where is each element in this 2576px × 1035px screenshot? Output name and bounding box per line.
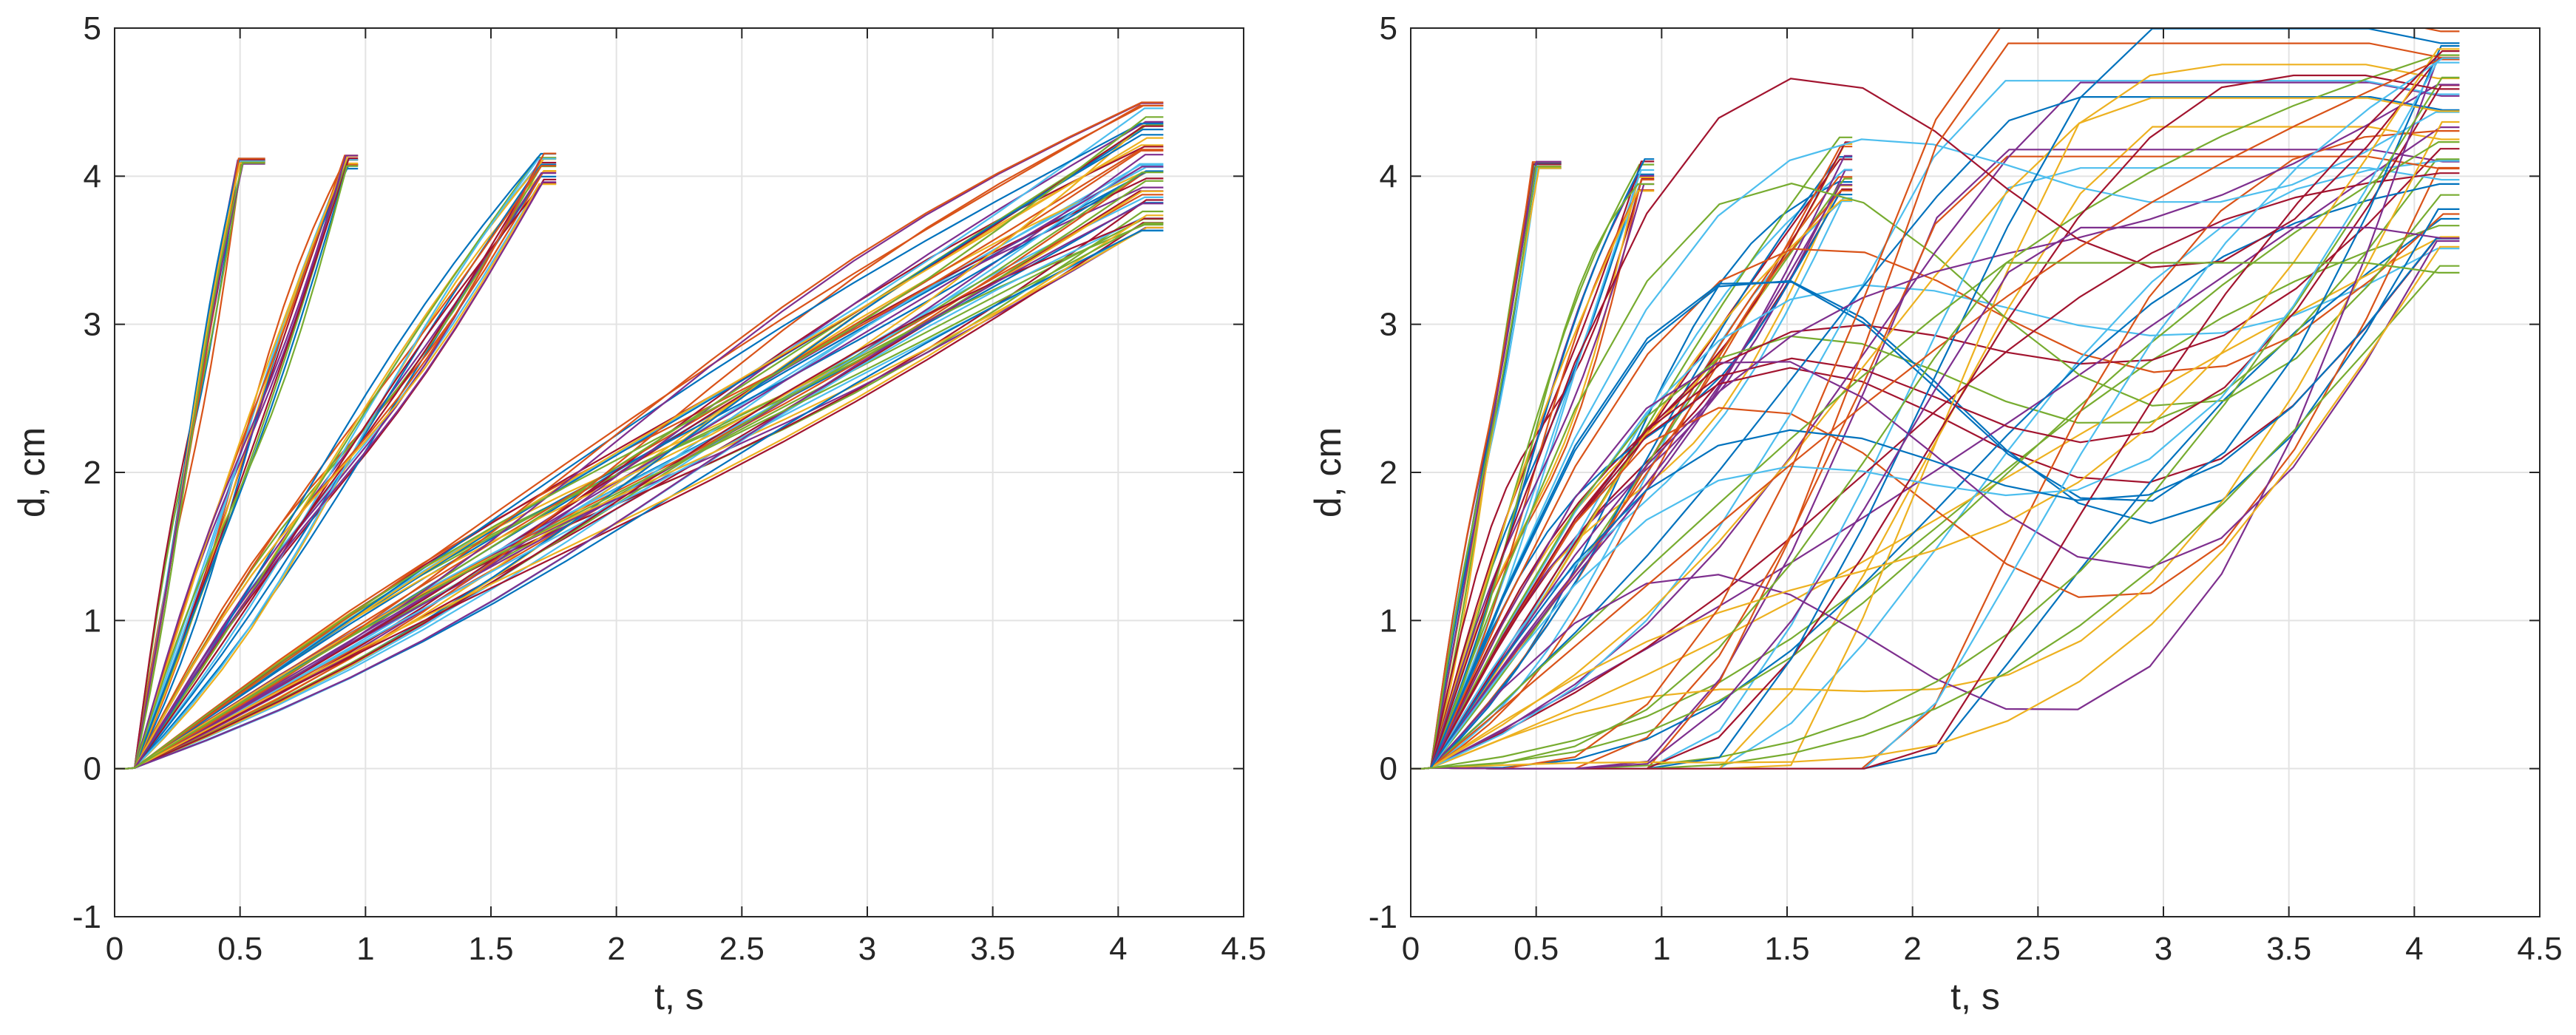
x-tick-label: 2.5: [2016, 931, 2061, 967]
series-line: [1411, 80, 2460, 770]
series-line: [1411, 158, 2460, 770]
y-tick-label: 3: [84, 307, 101, 343]
series-line: [115, 155, 359, 770]
x-tick-label: 4: [2405, 931, 2423, 967]
y-tick-label: 3: [1380, 307, 1397, 343]
series-line: [115, 222, 1164, 770]
series-line: [115, 214, 1164, 770]
x-axis-label: t, s: [654, 976, 704, 1017]
x-tick-label: 0: [1402, 931, 1420, 967]
series-group: [1411, 28, 2460, 770]
x-tick-label: 4.5: [1221, 931, 1266, 967]
y-tick-label: 0: [84, 751, 101, 787]
x-tick-label: 3.5: [2266, 931, 2311, 967]
series-line: [1411, 226, 2460, 770]
series-line: [115, 101, 1164, 770]
series-line: [1411, 183, 2460, 770]
series-group: [115, 101, 1164, 770]
series-line: [115, 181, 557, 770]
series-line: [1411, 183, 1655, 770]
y-tick-label: 0: [1380, 751, 1397, 787]
x-tick-label: 3: [2155, 931, 2172, 967]
y-tick-label: 1: [1380, 603, 1397, 639]
series-line: [115, 217, 1164, 770]
series-line: [1411, 48, 2460, 770]
series-line: [115, 123, 1164, 770]
x-tick-label: 2: [607, 931, 625, 967]
x-axis-label: t, s: [1950, 976, 2000, 1017]
x-tick-label: 4.5: [2517, 931, 2562, 967]
y-tick-label: -1: [1369, 899, 1397, 935]
series-line: [1411, 166, 1562, 770]
x-tick-label: 0.5: [217, 931, 262, 967]
y-tick-label: 2: [84, 455, 101, 491]
series-line: [1411, 240, 2460, 770]
series-line: [115, 162, 265, 770]
series-line: [1411, 141, 1853, 770]
series-line: [1411, 58, 2460, 770]
series-line: [115, 182, 557, 770]
series-line: [1411, 57, 2460, 770]
y-tick-label: 2: [1380, 455, 1397, 491]
series-line: [1411, 84, 2460, 770]
series-line: [1411, 183, 1853, 770]
series-line: [115, 165, 359, 770]
y-tick-label: 4: [84, 158, 101, 194]
series-line: [115, 168, 359, 770]
x-tick-label: 4: [1109, 931, 1127, 967]
series-line: [1411, 237, 2460, 770]
series-line: [1411, 262, 2460, 770]
x-tick-label: 3.5: [970, 931, 1015, 967]
y-tick-label: 5: [84, 10, 101, 47]
y-axis-label: d, cm: [11, 427, 52, 518]
y-axis-label: d, cm: [1307, 427, 1349, 518]
series-line: [115, 157, 557, 770]
x-tick-label: 0.5: [1514, 931, 1559, 967]
x-tick-label: 0: [106, 931, 123, 967]
y-tick-label: 5: [1380, 10, 1397, 47]
x-tick-label: 1.5: [468, 931, 513, 967]
x-tick-label: 3: [858, 931, 876, 967]
series-line: [115, 152, 557, 770]
x-tick-label: 1: [1653, 931, 1670, 967]
series-line: [1411, 58, 2460, 770]
y-tick-label: -1: [72, 899, 101, 935]
series-line: [115, 203, 1164, 770]
series-line: [1411, 81, 2460, 770]
x-tick-label: 2: [1903, 931, 1921, 967]
y-tick-label: 4: [1380, 158, 1397, 194]
x-tick-label: 1.5: [1764, 931, 1809, 967]
series-line: [115, 116, 1164, 770]
y-tick-label: 1: [84, 603, 101, 639]
series-line: [115, 121, 1164, 770]
series-line: [1411, 172, 2460, 770]
series-line: [1411, 189, 1853, 770]
x-tick-label: 2.5: [719, 931, 765, 967]
series-line: [1411, 208, 2460, 770]
series-line: [1411, 245, 2460, 770]
series-line: [1411, 248, 2460, 770]
series-line: [1411, 177, 1853, 770]
x-tick-label: 1: [356, 931, 374, 967]
series-line: [1411, 61, 2460, 770]
series-line: [1411, 213, 2460, 770]
series-line: [115, 170, 557, 770]
series-line: [1411, 64, 2460, 770]
series-line: [115, 104, 1164, 770]
series-line: [1411, 126, 2460, 770]
series-line: [1411, 121, 2460, 770]
series-line: [115, 183, 557, 770]
series-line: [115, 157, 557, 770]
series-line: [1411, 54, 2460, 770]
series-line: [1411, 183, 2460, 770]
